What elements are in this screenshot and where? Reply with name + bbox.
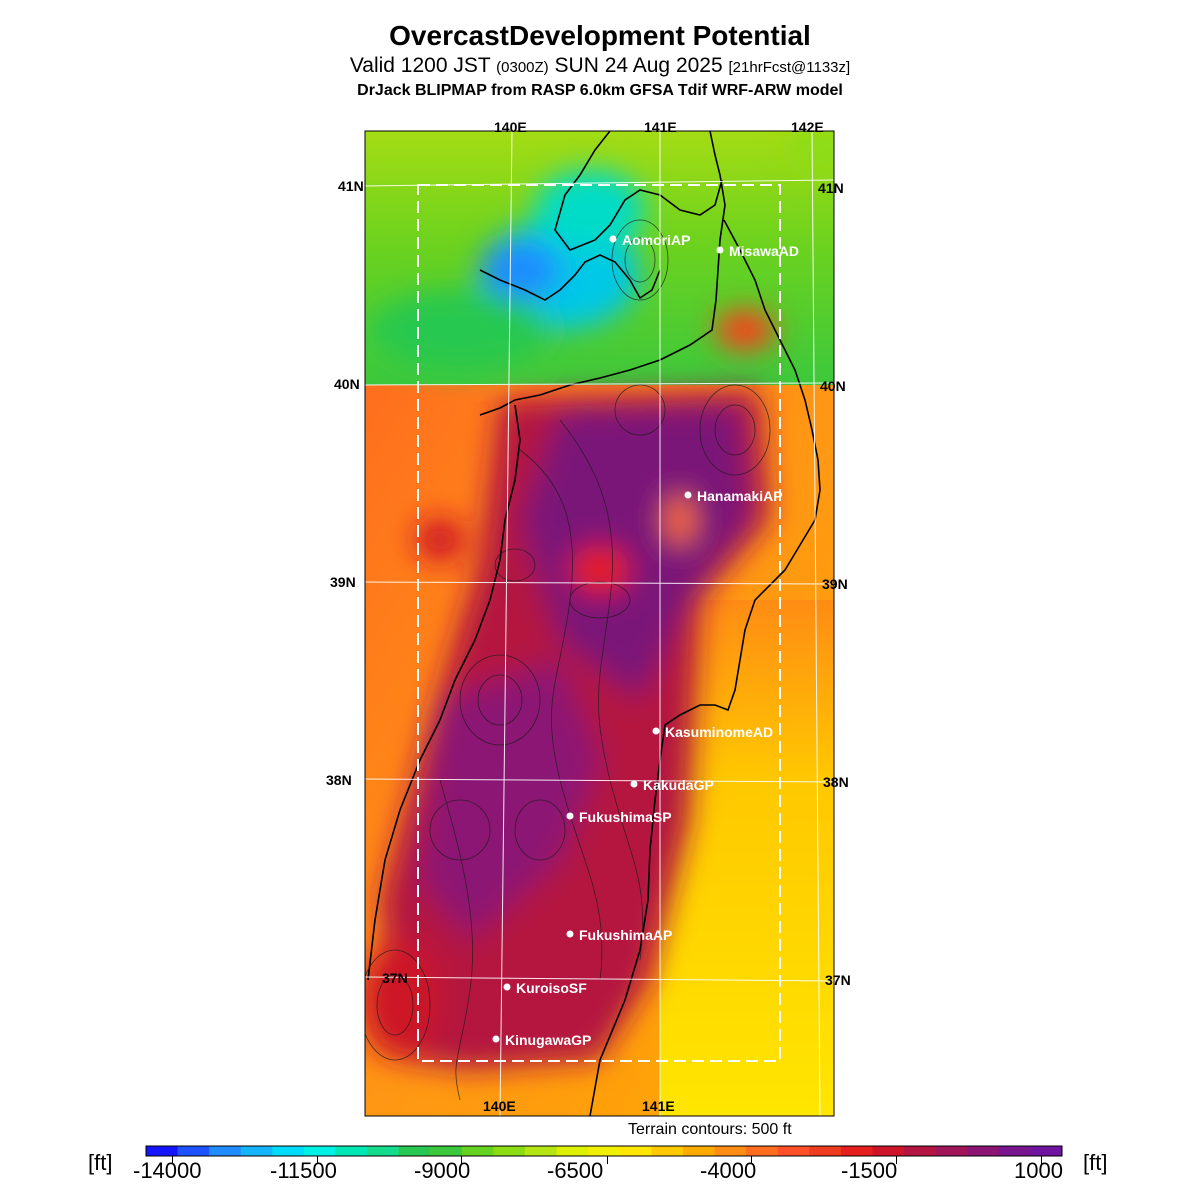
- colorbar-frame: [145, 1145, 1063, 1157]
- colorbar-swatch: [935, 1146, 968, 1156]
- site-dot[interactable]: [609, 235, 617, 243]
- colorbar-label: -11500: [270, 1158, 337, 1183]
- colorbar-unit-left: [ft]: [88, 1150, 113, 1175]
- map-title: OvercastDevelopment Potential: [389, 20, 811, 51]
- lon-label: 140E: [494, 119, 527, 135]
- colorbar-label: -9000: [414, 1158, 471, 1183]
- site-label: KinugawaGP: [505, 1032, 592, 1048]
- site-dot[interactable]: [630, 780, 638, 788]
- graticule: [365, 131, 834, 1116]
- site-dot[interactable]: [652, 727, 660, 735]
- site-dot[interactable]: [684, 491, 692, 499]
- lon-label: 141E: [644, 119, 677, 135]
- colorbar-swatch: [461, 1146, 494, 1156]
- colorbar-swatch: [525, 1146, 558, 1156]
- site-label: AomoriAP: [622, 232, 691, 248]
- lat-label: 40N: [820, 378, 846, 394]
- site-label: FukushimaAP: [579, 927, 673, 943]
- overcast-field: [365, 131, 834, 1116]
- valid-prefix: Valid 1200 JST: [349, 54, 491, 77]
- colorbar-swatch: [840, 1146, 873, 1156]
- valid-date: SUN 24 Aug 2025: [554, 54, 723, 77]
- colorbar-unit-right: [ft]: [1083, 1150, 1108, 1175]
- site-label: FukushimaSP: [579, 809, 672, 825]
- coastline: [367, 131, 821, 1116]
- colorbar-swatch: [209, 1146, 242, 1156]
- site-dot[interactable]: [716, 246, 724, 254]
- lat-label: 37N: [382, 970, 408, 986]
- colorbar-swatch: [272, 1146, 305, 1156]
- terrain-note: Terrain contours: 500 ft: [628, 1121, 792, 1138]
- lon-label: 141E: [642, 1098, 675, 1114]
- lon-label: 142E: [791, 119, 824, 135]
- colorbar-swatch: [240, 1146, 273, 1156]
- lat-label: 41N: [818, 180, 844, 196]
- colorbar-label: -14000: [133, 1158, 202, 1183]
- colorbar: [145, 1145, 1063, 1157]
- colorbar-swatch: [777, 1146, 810, 1156]
- site-label: HanamakiAP: [697, 488, 783, 504]
- colorbar-ticks: [172, 1156, 1042, 1164]
- site-label: MisawaAD: [729, 243, 800, 259]
- colorbar-swatch: [398, 1146, 431, 1156]
- colorbar-label: -4000: [700, 1158, 757, 1183]
- colorbar-label: -1500: [841, 1158, 898, 1183]
- colorbar-swatch: [177, 1146, 210, 1156]
- site-dot[interactable]: [566, 930, 574, 938]
- colorbar-swatch: [872, 1146, 905, 1156]
- lon-label: 140E: [483, 1098, 516, 1114]
- lat-label: 38N: [326, 772, 352, 788]
- colorbar-swatch: [682, 1146, 716, 1156]
- site-label: KuroisoSF: [516, 980, 587, 996]
- colorbar-swatch: [493, 1146, 526, 1156]
- site-dot[interactable]: [492, 1035, 500, 1043]
- site-dot[interactable]: [566, 812, 574, 820]
- terrain-contours: [365, 219, 771, 1101]
- site-label: KasuminomeAD: [665, 724, 774, 740]
- colorbar-swatch: [146, 1146, 179, 1156]
- colorbar-swatch: [335, 1146, 368, 1156]
- colorbar-swatch: [619, 1146, 652, 1156]
- site-dot[interactable]: [503, 983, 511, 991]
- model-subtitle: DrJack BLIPMAP from RASP 6.0km GFSA Tdif…: [357, 82, 843, 99]
- map-frame: [364, 130, 835, 1117]
- colorbar-swatch: [714, 1146, 747, 1156]
- lat-label: 37N: [825, 972, 851, 988]
- colorbar-swatch: [809, 1146, 842, 1156]
- lat-label: 38N: [823, 774, 849, 790]
- colorbar-swatch: [651, 1146, 684, 1156]
- valid-time: Valid 1200 JST (0300Z) SUN 24 Aug 2025 […: [0, 54, 1200, 78]
- domain-box: [417, 184, 781, 1062]
- colorbar-swatch: [303, 1146, 337, 1156]
- colorbar-swatch: [367, 1146, 400, 1156]
- colorbar-swatch: [904, 1146, 937, 1156]
- forecast-hour: [21hrFcst@1133z]: [728, 59, 851, 76]
- site-label: KakudaGP: [643, 777, 714, 793]
- colorbar-swatch: [1030, 1146, 1063, 1156]
- colorbar-swatch: [588, 1146, 621, 1156]
- lat-label: 41N: [338, 178, 364, 194]
- colorbar-swatch: [746, 1146, 779, 1156]
- lat-label: 40N: [334, 376, 360, 392]
- valid-utc: (0300Z): [496, 59, 549, 76]
- colorbar-swatch: [430, 1146, 463, 1156]
- lat-label: 39N: [330, 574, 356, 590]
- colorbar-swatch: [556, 1146, 589, 1156]
- site-markers: [492, 235, 724, 1043]
- colorbar-label: -6500: [547, 1158, 604, 1183]
- colorbar-label: 1000: [1014, 1158, 1063, 1183]
- colorbar-swatch: [967, 1146, 1000, 1156]
- lat-label: 39N: [822, 576, 848, 592]
- colorbar-swatch: [998, 1146, 1031, 1156]
